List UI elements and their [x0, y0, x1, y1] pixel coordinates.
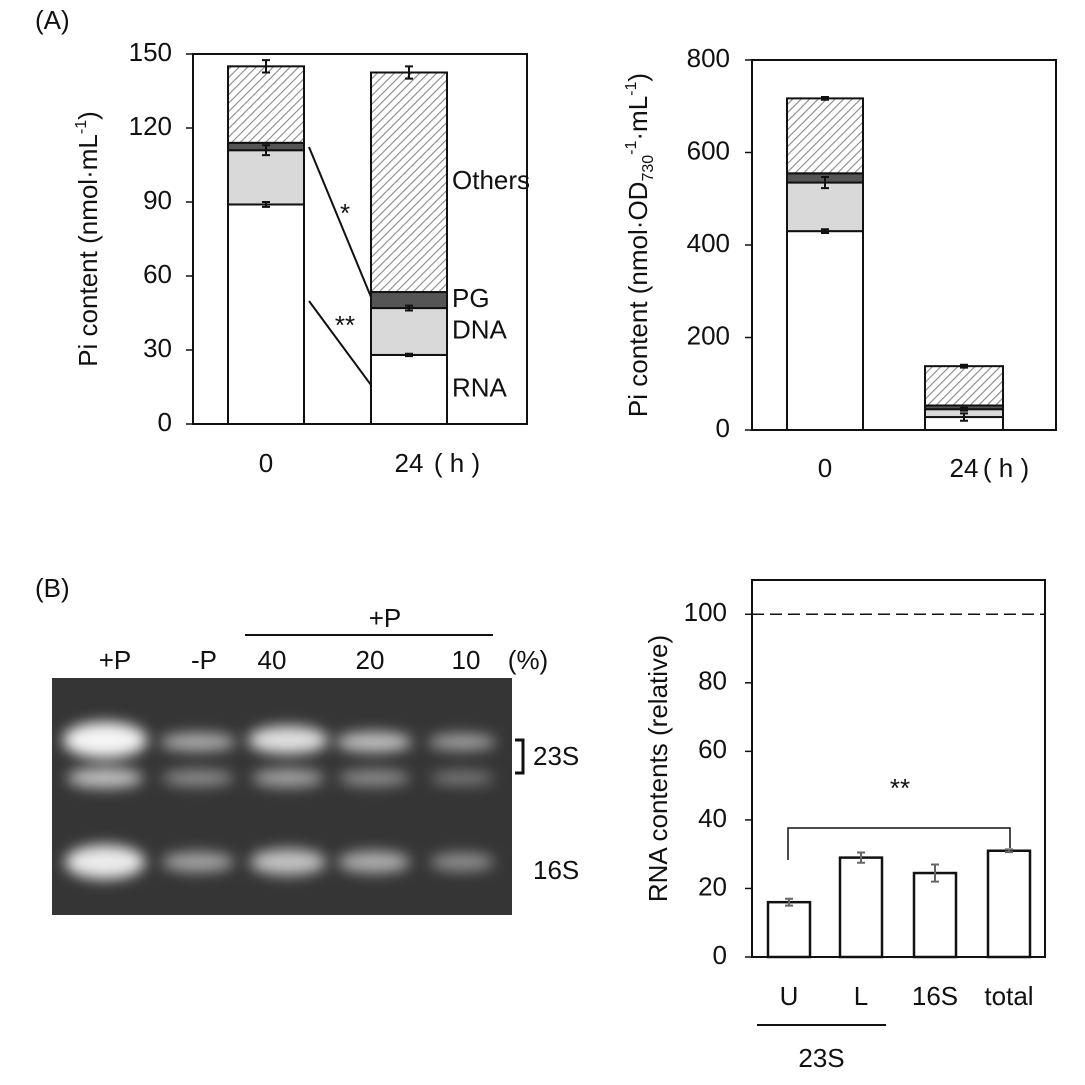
- series-label: DNA: [452, 314, 508, 344]
- error-bar: [960, 363, 968, 369]
- x-tick-label: 0: [818, 453, 832, 483]
- y-axis-label: Pi content (nmol·OD730-1·mL-1): [623, 73, 657, 417]
- y-tick-label: 800: [687, 43, 730, 73]
- plot-frame: [192, 53, 528, 425]
- x-tick-label: 24: [395, 448, 424, 478]
- y-tick-label: 0: [713, 940, 727, 970]
- error-bar: [821, 228, 829, 234]
- band-bracket: [515, 738, 525, 775]
- error-bar: [405, 65, 413, 80]
- y-axis-label-part: RNA contents (relative): [643, 635, 673, 902]
- y-tick-label: 40: [698, 803, 727, 833]
- y-tick-label: 100: [684, 597, 727, 627]
- lane-label: -P: [191, 645, 217, 675]
- bar-segment: [786, 181, 864, 233]
- y-tick-label: 0: [158, 407, 172, 437]
- annotation: **: [335, 310, 355, 340]
- y-axis-label-part: ): [73, 111, 103, 120]
- annotation: **: [890, 773, 910, 803]
- y-axis-label-part: -1: [73, 120, 90, 134]
- band-label: 23S: [533, 741, 579, 771]
- y-tick-label: 0: [716, 413, 730, 443]
- y-tick-label: 600: [687, 135, 730, 165]
- lane-label: 10: [452, 645, 481, 675]
- error-bar: [405, 352, 413, 358]
- y-tick-label: 150: [129, 37, 172, 67]
- error-bar: [405, 304, 413, 312]
- bar-segment: [924, 365, 1004, 407]
- x-tick-label: U: [780, 981, 799, 1011]
- bar-segment: [227, 149, 305, 206]
- error-bar: [960, 406, 968, 412]
- series-label: PG: [452, 283, 490, 313]
- y-tick-label: 200: [687, 320, 730, 350]
- error-bar: [785, 897, 793, 907]
- y-tick-label: 90: [143, 185, 172, 215]
- x-tick-label: 16S: [912, 981, 958, 1011]
- bar-segment: [786, 97, 864, 175]
- bar: [838, 856, 884, 959]
- annotation: *: [340, 198, 350, 228]
- bar-segment: [227, 65, 305, 144]
- band-label: 16S: [533, 855, 579, 885]
- connector: [308, 300, 372, 386]
- gel-image: [52, 678, 512, 915]
- lane-label: 40: [258, 645, 287, 675]
- bar-segment: [227, 203, 305, 425]
- error-bar: [262, 59, 270, 74]
- plot-frame: [751, 579, 1046, 958]
- error-bar: [821, 176, 829, 190]
- error-bar: [960, 412, 968, 422]
- y-tick-label: 80: [698, 666, 727, 696]
- y-tick-label: 20: [698, 871, 727, 901]
- bar-segment: [370, 71, 448, 294]
- panel-label: (B): [35, 573, 70, 603]
- x-tick-label: 24: [950, 453, 979, 483]
- x-unit-label: ( h ): [434, 448, 480, 478]
- panel-label: (A): [35, 5, 70, 35]
- group-label: +P: [369, 603, 402, 633]
- y-axis-label-part: Pi content (nmol·mL: [73, 134, 103, 367]
- error-bar: [262, 144, 270, 157]
- y-axis-label-part: ·mL: [623, 96, 653, 141]
- group-label: 23S: [798, 1043, 844, 1073]
- series-label: Others: [452, 165, 530, 195]
- bar: [766, 900, 812, 959]
- y-axis-label-part: ): [623, 73, 653, 82]
- x-tick-label: 0: [259, 448, 273, 478]
- x-tick-label: L: [854, 981, 868, 1011]
- lane-label: 20: [356, 645, 385, 675]
- error-bar: [262, 201, 270, 208]
- x-tick-label: total: [984, 981, 1033, 1011]
- error-bar: [857, 851, 865, 864]
- bar-segment: [370, 307, 448, 356]
- y-tick-label: 60: [698, 734, 727, 764]
- unit-label: (%): [508, 645, 548, 675]
- error-bar: [1005, 848, 1013, 854]
- y-tick-label: 30: [143, 333, 172, 363]
- series-label: RNA: [452, 372, 508, 402]
- y-axis-label: Pi content (nmol·mL-1): [73, 111, 103, 367]
- bar-segment: [370, 353, 448, 425]
- y-axis-label-part: -1: [623, 82, 640, 96]
- bar-segment: [786, 230, 864, 431]
- x-unit-label: ( h ): [983, 453, 1029, 483]
- y-axis-label-part: -1: [623, 141, 640, 155]
- error-bar: [821, 96, 829, 101]
- y-tick-label: 400: [687, 228, 730, 258]
- y-axis-label-part: Pi content (nmol·OD: [623, 182, 653, 418]
- lane-label: +P: [99, 645, 132, 675]
- bar: [986, 849, 1032, 959]
- significance-bracket: [787, 827, 1011, 860]
- y-axis-label-part: 730: [640, 155, 657, 182]
- error-bar: [931, 863, 939, 883]
- y-tick-label: 120: [129, 111, 172, 141]
- bar: [912, 871, 958, 959]
- y-axis-label: RNA contents (relative): [643, 635, 673, 902]
- y-tick-label: 60: [143, 259, 172, 289]
- connector: [308, 146, 372, 298]
